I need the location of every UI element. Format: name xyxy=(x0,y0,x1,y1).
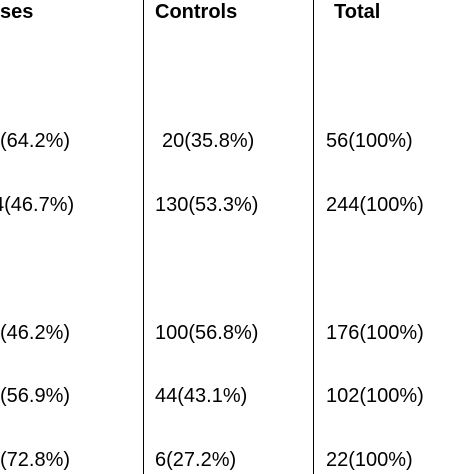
table-cell: 244(100%) xyxy=(326,194,424,216)
table-cell: (56.9%) xyxy=(0,385,71,407)
table-cell: 102(100%) xyxy=(326,385,424,407)
column-header: Controls xyxy=(155,1,238,23)
table-cell: 176(100%) xyxy=(326,322,424,344)
table-cell: 44(43.1%) xyxy=(155,385,248,407)
table-cell: 4(46.7%) xyxy=(0,194,75,216)
table-cell: 6(27.2%) xyxy=(155,449,237,471)
table-cell: 56(100%) xyxy=(326,130,413,152)
table-cell: 130(53.3%) xyxy=(155,194,259,216)
table-cell: (72.8%) xyxy=(0,449,71,471)
column-divider xyxy=(143,0,144,474)
column-header: ses xyxy=(0,1,34,23)
table-cell: (46.2%) xyxy=(0,322,71,344)
table-cell: (64.2%) xyxy=(0,130,71,152)
column-header: Total xyxy=(334,1,381,23)
column-divider xyxy=(313,0,314,474)
table-cell: 20(35.8%) xyxy=(162,130,255,152)
table-cell: 100(56.8%) xyxy=(155,322,259,344)
table-cell: 22(100%) xyxy=(326,449,413,471)
